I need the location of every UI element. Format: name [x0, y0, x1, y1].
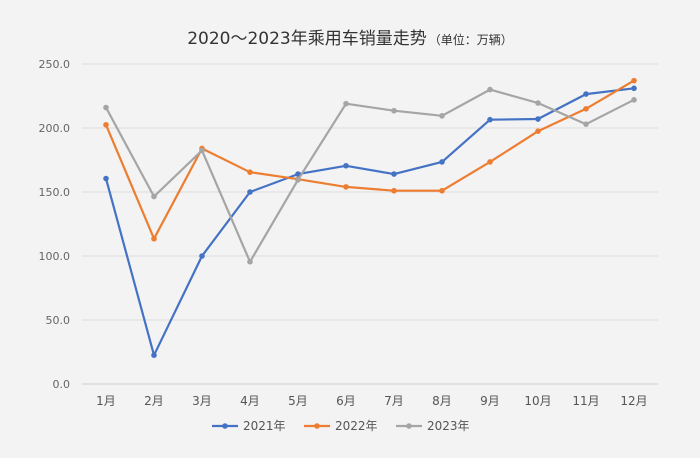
series-line	[104, 87, 635, 357]
y-tick-label: 150.0	[39, 186, 71, 199]
series-2022年	[103, 77, 637, 242]
legend-swatch-marker	[222, 423, 228, 429]
legend-label: 2021年	[243, 419, 286, 433]
chart-title: 2020～2023年乘用车销量走势	[187, 29, 427, 49]
x-tick-label: 3月	[192, 394, 212, 408]
y-tick-label: 200.0	[39, 122, 71, 135]
x-tick-label: 9月	[480, 394, 500, 408]
data-point	[631, 85, 637, 92]
data-point	[487, 159, 493, 165]
data-point	[487, 86, 493, 93]
x-tick-label: 5月	[288, 394, 308, 408]
y-tick-label: 100.0	[39, 250, 71, 263]
y-tick-label: 0.0	[53, 378, 71, 391]
data-point	[247, 169, 253, 175]
data-point	[151, 193, 157, 200]
x-tick-label: 10月	[524, 394, 551, 408]
x-tick-label: 4月	[240, 394, 260, 408]
data-point	[151, 235, 157, 242]
data-point	[535, 116, 541, 122]
data-point	[199, 147, 205, 154]
data-point	[343, 184, 349, 190]
data-point	[439, 113, 445, 119]
x-tick-label: 6月	[336, 394, 356, 408]
gridlines	[82, 63, 658, 385]
legend-swatch-marker	[314, 423, 320, 429]
series-2023年	[103, 86, 637, 265]
data-point	[391, 187, 397, 194]
y-tick-label: 50.0	[46, 314, 71, 327]
data-point	[103, 104, 109, 111]
series-lines	[103, 77, 637, 359]
legend-item: 2022年	[304, 419, 378, 433]
series-line	[104, 79, 635, 240]
data-point	[343, 100, 349, 107]
y-axis-ticks: 0.0 50.0 100.0 150.0 200.0 250.0	[39, 58, 71, 391]
series-line	[105, 88, 635, 263]
data-point	[103, 175, 109, 182]
legend-item: 2023年	[396, 419, 470, 433]
data-point	[535, 100, 541, 106]
data-point	[343, 162, 349, 169]
x-tick-label: 12月	[620, 394, 647, 408]
data-point	[247, 258, 253, 265]
x-tick-label: 8月	[432, 394, 452, 408]
data-point	[631, 97, 637, 103]
legend-swatch-marker	[406, 423, 412, 429]
data-point	[247, 189, 253, 195]
series-2021年	[103, 85, 637, 359]
x-tick-label: 11月	[572, 394, 599, 408]
data-point	[583, 121, 589, 127]
data-point	[535, 128, 541, 134]
data-point	[439, 187, 445, 194]
x-tick-label: 7月	[384, 394, 404, 408]
data-point	[583, 106, 589, 112]
data-point	[391, 107, 397, 114]
chart-title-group: 2020～2023年乘用车销量走势 （单位：万辆）	[187, 29, 513, 49]
x-tick-label: 2月	[144, 394, 164, 408]
legend-item: 2021年	[212, 419, 286, 433]
data-point	[487, 116, 493, 123]
legend-label: 2023年	[427, 419, 470, 433]
x-tick-label: 1月	[96, 394, 116, 408]
chart-unit: （单位：万辆）	[429, 32, 513, 47]
data-point	[151, 352, 157, 359]
data-point	[199, 253, 205, 259]
data-point	[439, 159, 445, 165]
data-point	[103, 122, 109, 128]
y-tick-label: 250.0	[39, 58, 71, 71]
legend-label: 2022年	[335, 419, 378, 433]
data-point	[295, 177, 301, 183]
data-point	[631, 77, 637, 84]
legend: 2021年 2022年 2023年	[212, 419, 470, 433]
data-point	[295, 171, 301, 177]
data-point	[391, 171, 397, 177]
data-point	[583, 91, 589, 97]
x-axis-ticks: 1月 2月 3月 4月 5月 6月 7月 8月 9月 10月 11月 12月	[96, 394, 647, 408]
